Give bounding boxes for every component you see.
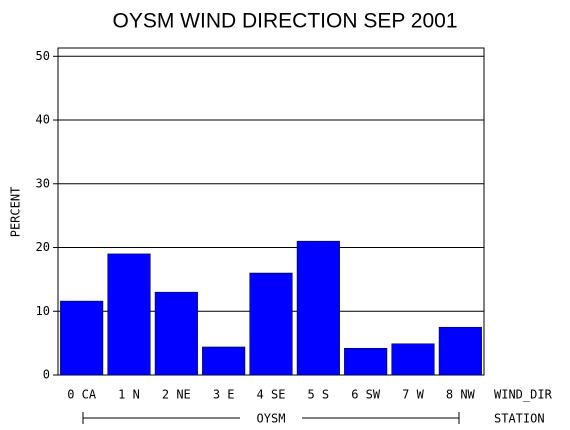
y-tick-label: 20 xyxy=(36,240,50,254)
bar xyxy=(249,272,293,376)
chart-title: OYSM WIND DIRECTION SEP 2001 xyxy=(112,10,457,33)
bar xyxy=(154,291,198,376)
group-label: OYSM xyxy=(257,412,286,426)
bar xyxy=(202,346,246,376)
bar xyxy=(296,240,340,376)
x-tick-label: 8 NW xyxy=(446,388,476,402)
bar xyxy=(107,253,151,376)
x-tick-label: 1 N xyxy=(118,388,140,402)
group-axis-label: STATION xyxy=(494,412,545,426)
x-tick-label: 5 S xyxy=(307,388,329,402)
x-tick-label: 0 CA xyxy=(67,388,97,402)
x-tick-label: 2 NE xyxy=(162,388,191,402)
x-tick-label: 3 E xyxy=(213,388,235,402)
bar xyxy=(60,300,104,376)
y-tick-label: 30 xyxy=(36,176,50,190)
x-tick-label: 7 W xyxy=(402,388,424,402)
bar xyxy=(344,347,388,376)
y-tick-label: 0 xyxy=(43,368,50,382)
bar xyxy=(438,326,482,376)
x-tick-label: 4 SE xyxy=(257,388,286,402)
y-tick-label: 10 xyxy=(36,304,50,318)
y-tick-label: 50 xyxy=(36,49,50,63)
bar xyxy=(391,343,435,376)
x-tick-label: 6 SW xyxy=(351,388,381,402)
y-axis-label: PERCENT xyxy=(9,187,23,238)
y-tick-label: 40 xyxy=(36,113,50,127)
x-axis-label: WIND_DIR xyxy=(494,388,553,402)
